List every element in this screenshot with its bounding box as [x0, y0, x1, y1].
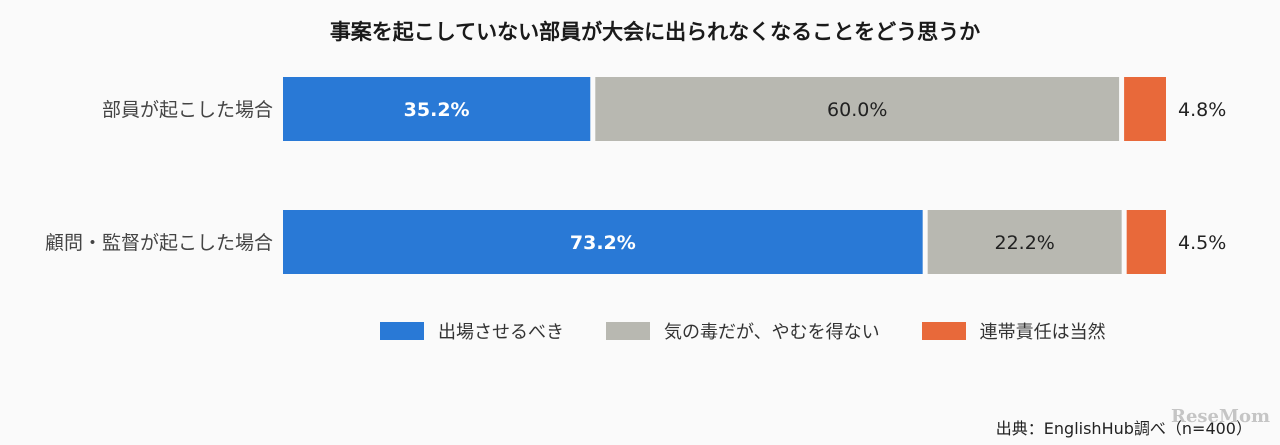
- resemom-logo: ReseMom: [1171, 406, 1270, 427]
- data-label-1-3: 4.8%: [1178, 99, 1226, 121]
- legend-label-2: 気の毒だが、やむを得ない: [664, 322, 880, 343]
- bar-segment-1-2: [595, 77, 1120, 141]
- legend-label-1: 出場させるべき: [438, 322, 564, 343]
- legend-swatch-3: [921, 322, 966, 340]
- bar-segment-1-1: [283, 77, 591, 141]
- legend-label-3: 連帯責任は当然: [979, 322, 1106, 343]
- legend-item-1: 出場させるべき: [380, 318, 564, 344]
- legend-item-2: 気の毒だが、やむを得ない: [606, 318, 880, 344]
- chart-legend: 出場させるべき 気の毒だが、やむを得ない 連帯責任は当然: [380, 318, 1148, 344]
- bar-segment-2-3: [1126, 210, 1166, 274]
- legend-swatch-2: [606, 322, 650, 340]
- legend-swatch-1: [380, 322, 424, 340]
- data-label-2-3: 4.5%: [1178, 232, 1226, 254]
- data-label-2-1: 73.2%: [570, 232, 636, 254]
- data-label-1-2: 60.0%: [827, 99, 887, 121]
- bar-segment-1-3: [1124, 77, 1166, 141]
- category-label-1: 部員が起こした場合: [102, 99, 273, 121]
- category-label-2: 顧問・監督が起こした場合: [45, 232, 273, 254]
- source-note: 出典：EnglishHub調べ（n=400）: [995, 419, 1252, 438]
- bar-segment-2-1: [283, 210, 923, 274]
- data-label-2-2: 22.2%: [994, 232, 1054, 254]
- data-label-1-1: 35.2%: [404, 99, 470, 121]
- bar-segment-2-2: [927, 210, 1122, 274]
- chart-title: 事案を起こしていない部員が大会に出られなくなることをどう思うか: [329, 20, 981, 44]
- legend-item-3: 連帯責任は当然: [921, 318, 1106, 344]
